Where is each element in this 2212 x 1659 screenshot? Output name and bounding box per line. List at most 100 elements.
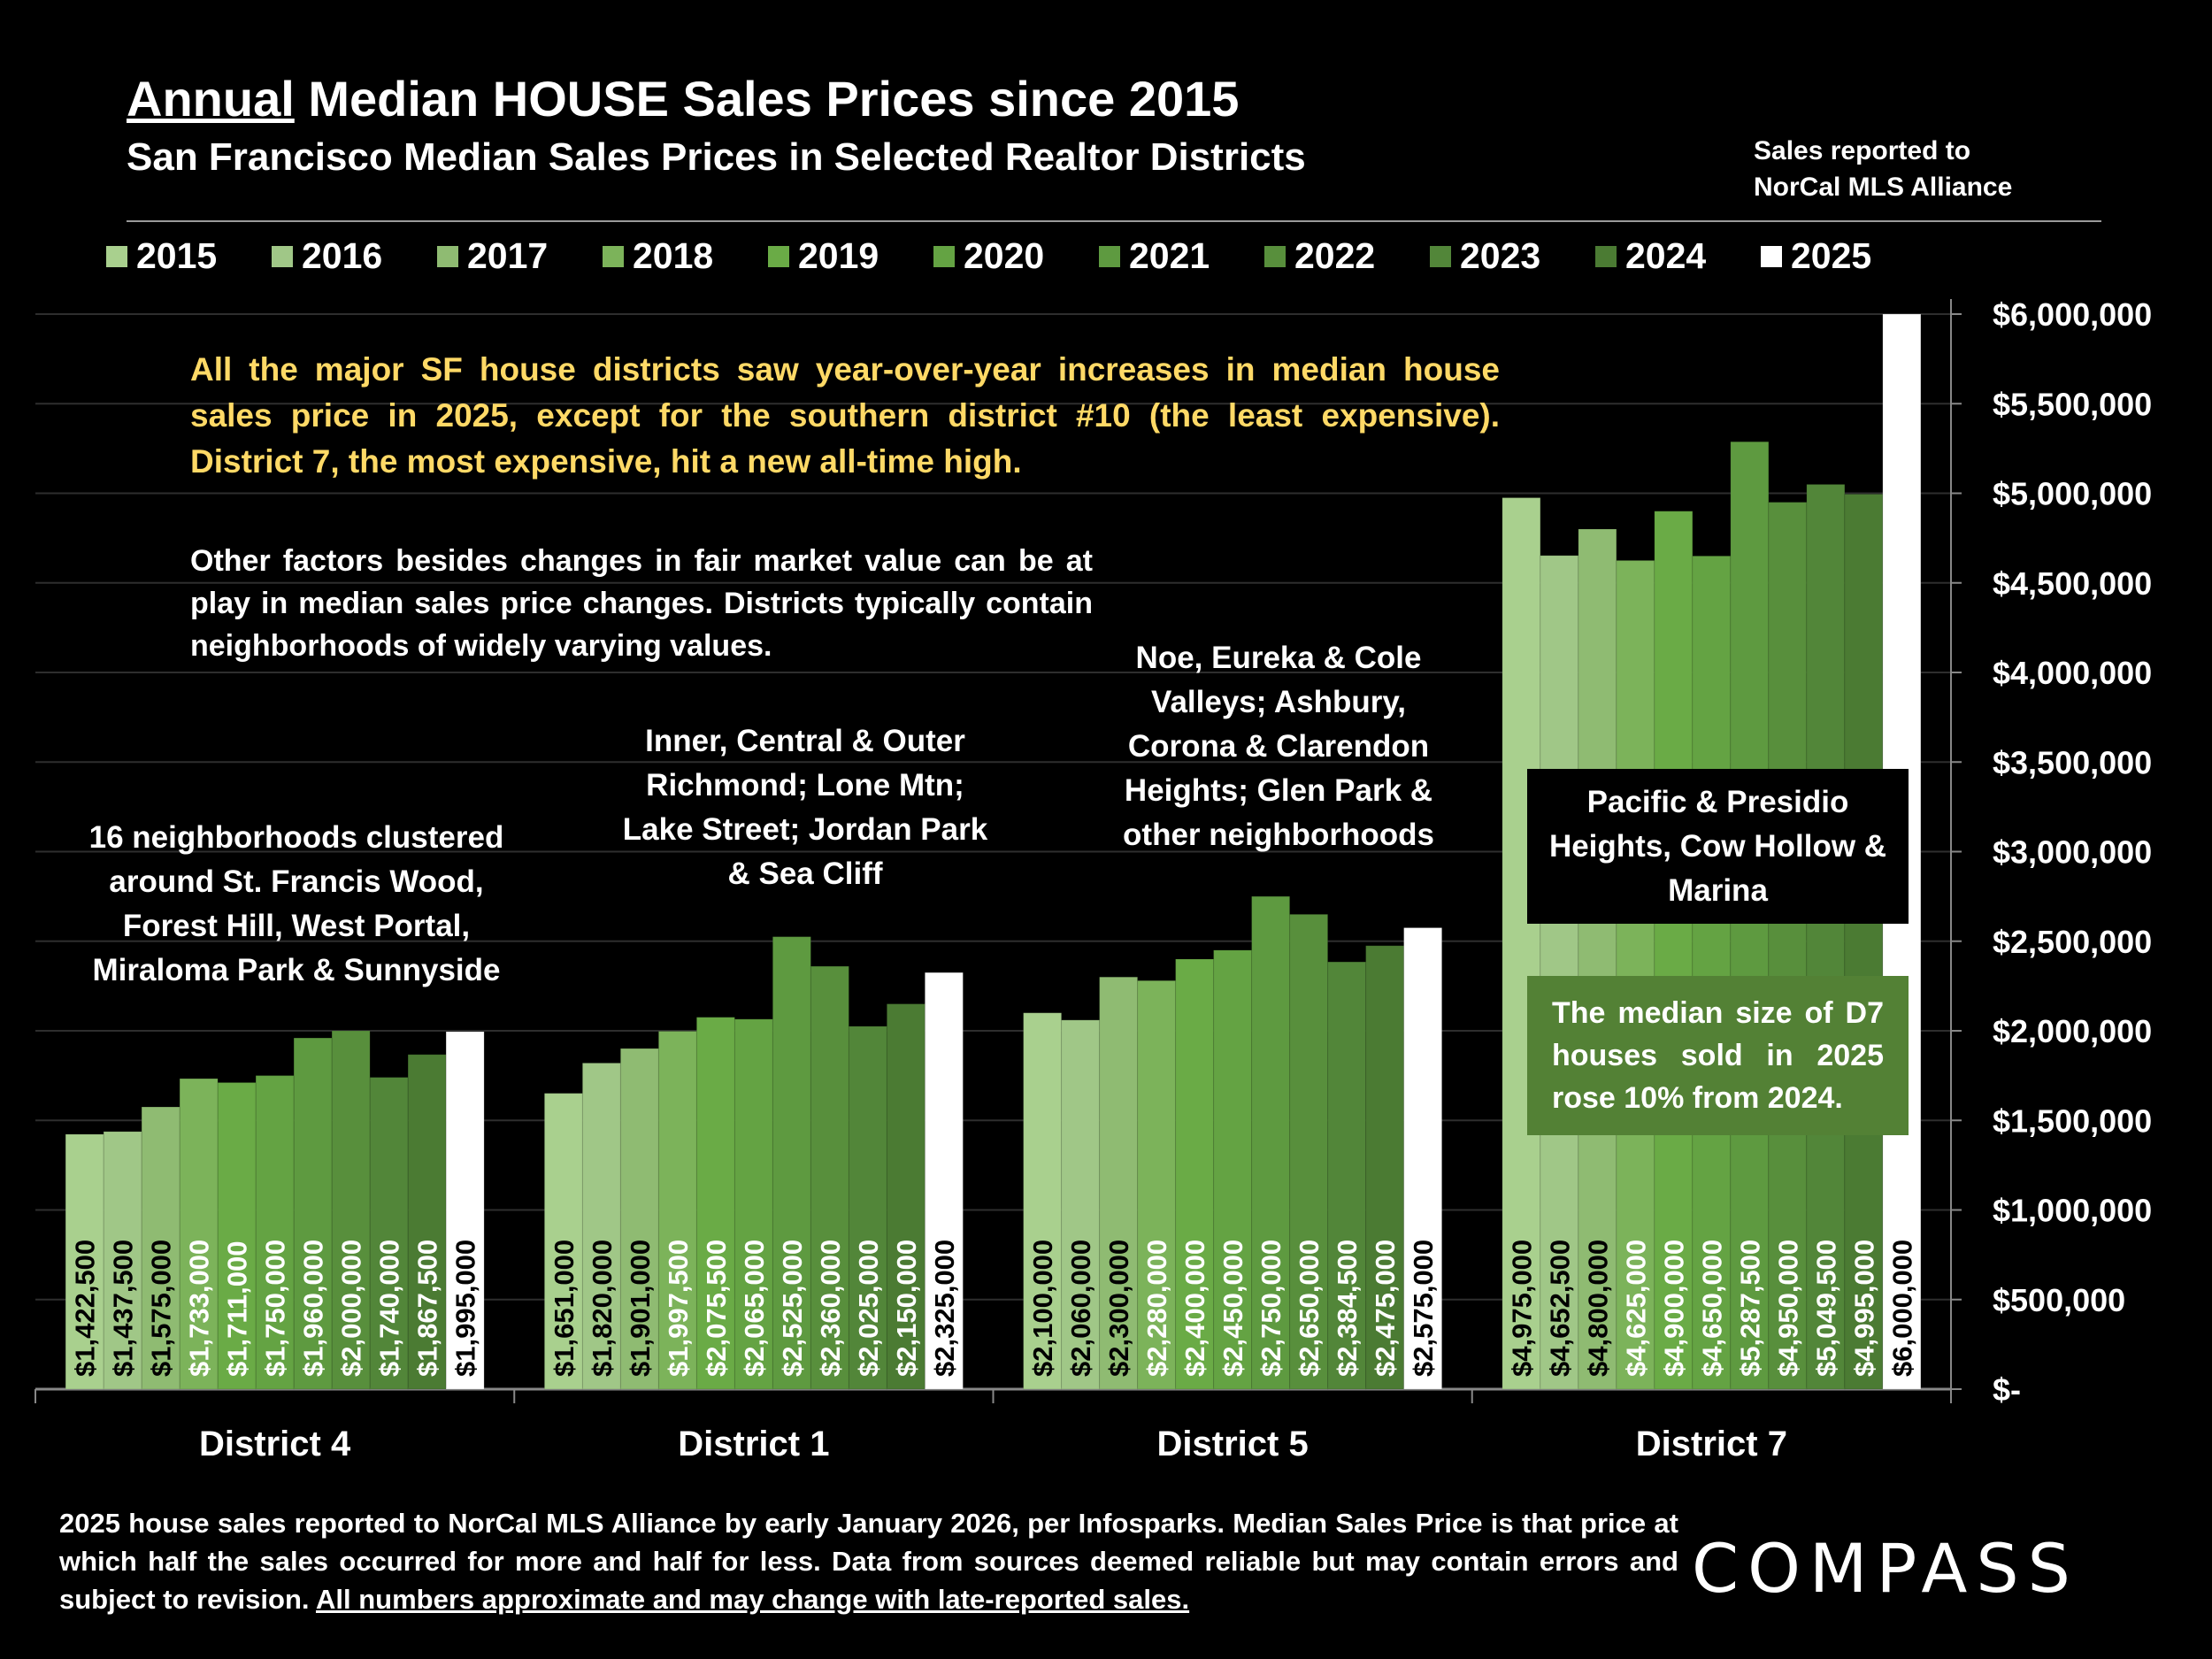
data-label: $1,740,000 <box>374 1240 405 1377</box>
legend-label: 2025 <box>1791 235 1872 276</box>
data-label: $2,025,000 <box>853 1240 884 1377</box>
data-label: $1,422,500 <box>70 1240 101 1377</box>
bar-2017-district-7 <box>1578 528 1617 1390</box>
data-label: $2,065,000 <box>739 1240 770 1377</box>
data-label: $2,075,500 <box>701 1240 732 1377</box>
data-label: $2,300,000 <box>1103 1240 1134 1377</box>
source-note-line2: NorCal MLS Alliance <box>1754 173 2013 202</box>
bar-2019-district-4 <box>217 1082 257 1390</box>
y-tick-label: $4,000,000 <box>1993 655 2152 691</box>
data-label: $4,652,500 <box>1544 1240 1575 1377</box>
bar-2022-district-4 <box>331 1030 371 1390</box>
bar-2023-district-7 <box>1806 483 1846 1390</box>
chart-title: Annual Median HOUSE Sales Prices since 2… <box>127 71 1239 127</box>
bar-2022-district-5 <box>1289 913 1329 1390</box>
data-label: $4,800,000 <box>1582 1240 1613 1377</box>
legend-item-2020: 2020 <box>933 235 1099 277</box>
y-tick-label: $6,000,000 <box>1993 296 2152 333</box>
legend-swatch <box>272 245 293 267</box>
data-label: $1,711,000 <box>222 1241 253 1377</box>
callout-text: All the major SF house districts saw yea… <box>190 351 1500 480</box>
bar-2017-district-1 <box>619 1048 659 1390</box>
legend-item-2016: 2016 <box>272 235 437 277</box>
y-tick-label: $5,000,000 <box>1993 476 2152 512</box>
data-label: $4,975,000 <box>1506 1240 1537 1377</box>
legend-item-2015: 2015 <box>106 235 272 277</box>
data-label: $4,625,000 <box>1620 1240 1651 1377</box>
y-tick-label: $2,500,000 <box>1993 924 2152 960</box>
note-text: Other factors besides changes in fair ma… <box>190 544 1093 663</box>
source-note-line1: Sales reported to <box>1754 136 1971 165</box>
source-note: Sales reported to NorCal MLS Alliance <box>1754 133 2012 205</box>
bar-2017-district-5 <box>1099 976 1139 1390</box>
data-label: $2,650,000 <box>1294 1240 1325 1377</box>
data-label: $1,867,500 <box>412 1240 443 1377</box>
footnote-text: 2025 house sales reported to NorCal MLS … <box>59 1508 1678 1615</box>
bar-2015-district-7 <box>1502 497 1541 1390</box>
bar-2024-district-7 <box>1844 494 1884 1390</box>
data-label: $2,150,000 <box>891 1240 922 1377</box>
y-tick-label: $1,500,000 <box>1993 1102 2152 1139</box>
legend-swatch <box>1430 245 1451 267</box>
y-tick-label: $3,500,000 <box>1993 744 2152 780</box>
y-tick-label: $2,000,000 <box>1993 1013 2152 1049</box>
bar-2018-district-5 <box>1137 979 1177 1390</box>
legend-item-2017: 2017 <box>437 235 603 277</box>
data-label: $2,525,000 <box>777 1240 808 1377</box>
bar-2019-district-7 <box>1654 511 1694 1390</box>
data-label: $2,060,000 <box>1065 1240 1096 1377</box>
bar-2021-district-5 <box>1251 895 1291 1390</box>
data-label: $1,960,000 <box>298 1240 329 1377</box>
bar-2023-district-4 <box>369 1077 409 1390</box>
d7-size-note: The median size of D7 houses sold in 202… <box>1527 976 1909 1135</box>
bar-2025-district-5 <box>1403 927 1443 1390</box>
bar-2022-district-1 <box>810 965 849 1390</box>
data-label: $1,437,500 <box>108 1240 139 1377</box>
data-label: $4,900,000 <box>1658 1240 1689 1377</box>
district1-annotation: Inner, Central & Outer Richmond; Lone Mt… <box>622 724 988 891</box>
category-label: District 4 <box>199 1425 351 1463</box>
legend-label: 2018 <box>633 235 714 276</box>
bar-2019-district-1 <box>695 1017 735 1390</box>
bar-2015-district-4 <box>65 1133 104 1390</box>
data-label: $1,651,000 <box>549 1240 580 1377</box>
legend-label: 2015 <box>136 235 218 276</box>
bar-2025-district-1 <box>924 972 964 1390</box>
data-label: $2,384,500 <box>1332 1240 1363 1377</box>
data-label: $2,475,000 <box>1370 1240 1401 1377</box>
bar-2018-district-1 <box>657 1031 697 1390</box>
legend-swatch <box>603 245 624 267</box>
y-tick-label: $4,500,000 <box>1993 565 2152 602</box>
y-tick-label: $5,500,000 <box>1993 386 2152 422</box>
legend-item-2021: 2021 <box>1099 235 1264 277</box>
data-label: $1,820,000 <box>587 1240 618 1377</box>
legend-label: 2019 <box>798 235 879 276</box>
data-label: $1,997,500 <box>663 1240 694 1377</box>
y-tick-label: $500,000 <box>1993 1282 2125 1318</box>
bar-2021-district-1 <box>772 936 811 1390</box>
legend-swatch <box>1595 245 1617 267</box>
district7-annotation: Pacific & Presidio Heights, Cow Hollow &… <box>1527 769 1909 924</box>
data-label: $1,733,000 <box>184 1240 215 1377</box>
district7-annotation-text: Pacific & Presidio Heights, Cow Hollow &… <box>1548 784 1887 908</box>
legend-item-2018: 2018 <box>603 235 768 277</box>
legend-swatch <box>106 245 127 267</box>
legend-label: 2023 <box>1460 235 1541 276</box>
y-tick-label: $- <box>1993 1371 2021 1408</box>
bar-2020-district-1 <box>733 1018 773 1390</box>
legend-swatch <box>1099 245 1120 267</box>
bar-2015-district-5 <box>1023 1012 1063 1390</box>
category-label: District 5 <box>1157 1425 1309 1463</box>
bar-2024-district-4 <box>407 1054 447 1390</box>
legend-swatch <box>933 245 955 267</box>
legend-label: 2024 <box>1625 235 1707 276</box>
category-label: District 7 <box>1636 1425 1787 1463</box>
compass-logo: COMPASS <box>1692 1529 2079 1608</box>
data-label: $4,950,000 <box>1772 1240 1803 1377</box>
district4-annotation: 16 neighborhoods clustered around St. Fr… <box>88 820 504 987</box>
data-label: $2,000,000 <box>336 1240 367 1377</box>
bar-2020-district-5 <box>1213 949 1253 1390</box>
data-label: $1,995,000 <box>450 1240 481 1377</box>
data-label: $6,000,000 <box>1886 1240 1917 1377</box>
